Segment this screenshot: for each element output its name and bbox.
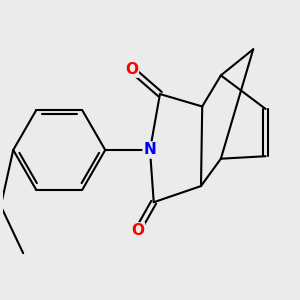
Text: O: O [125, 62, 138, 77]
Text: N: N [144, 142, 156, 158]
Text: O: O [131, 223, 144, 238]
